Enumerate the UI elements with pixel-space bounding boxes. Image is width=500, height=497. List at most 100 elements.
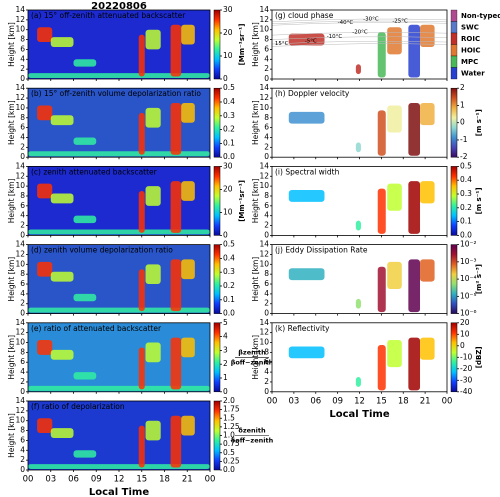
heatmap-region xyxy=(355,298,361,309)
legend-label: HOIC xyxy=(461,46,481,54)
colorbar-tick-label: 3 xyxy=(223,345,228,354)
colorbar-tick-label: 0.4 xyxy=(223,97,235,106)
heatmap-region xyxy=(145,264,161,285)
heatmap-region xyxy=(387,27,402,55)
y-tick-label: 12 xyxy=(259,328,269,337)
y-tick-label: 0 xyxy=(264,74,269,83)
colorbar-tick-label: 1.25 xyxy=(223,422,240,431)
heatmap-region xyxy=(50,115,74,126)
y-tick-label: 14 xyxy=(15,318,25,327)
colorbar-tick-label: 1.75 xyxy=(223,405,240,414)
heatmap-region xyxy=(138,191,145,233)
colorbar-tick-label: 5 xyxy=(223,318,228,327)
heatmap-region xyxy=(50,428,74,438)
heatmap-region xyxy=(420,181,435,204)
panel xyxy=(272,166,447,236)
y-tick-label: 8 xyxy=(20,191,25,200)
contour-label: 15°C xyxy=(275,41,289,47)
y-axis-label: Height [km] xyxy=(251,178,260,223)
heatmap-region xyxy=(408,337,421,391)
colorbar-tick-label: 30 xyxy=(223,161,233,170)
y-tick-label: 12 xyxy=(15,406,25,415)
heatmap-region xyxy=(145,342,161,363)
legend-label: ROIC xyxy=(461,35,480,43)
y-tick-label: 12 xyxy=(259,15,269,24)
y-tick-label: 14 xyxy=(259,161,269,170)
colorbar-tick-label: 0.0 xyxy=(460,230,472,239)
panel-label: (a) 15° off-zenith attenuated backscatte… xyxy=(31,11,186,20)
colorbar-tick-label: 0.2 xyxy=(223,281,235,290)
colorbar-tick-label: 0.0 xyxy=(223,152,235,161)
colorbar-tick-label: 0.3 xyxy=(223,267,235,276)
y-tick-label: 14 xyxy=(259,5,269,14)
heatmap-region xyxy=(138,269,145,312)
contour-label: -20°C xyxy=(352,30,368,36)
y-tick-label: 2 xyxy=(20,455,25,464)
colorbar-label-denominator: δoff−zenith xyxy=(231,437,274,445)
contour-label: -10°C xyxy=(327,34,343,40)
colorbar-tick-label: 0.1 xyxy=(223,295,235,304)
y-tick-label: 6 xyxy=(264,357,269,366)
y-tick-label: 4 xyxy=(20,211,25,220)
heatmap-region xyxy=(170,24,182,77)
colorbar-tick-label: 0.2 xyxy=(460,203,472,212)
y-axis-label: Height [km] xyxy=(251,22,260,67)
colorbar-tick-label: -30 xyxy=(460,375,472,384)
y-tick-label: 12 xyxy=(259,249,269,258)
panel xyxy=(28,166,210,236)
panel xyxy=(28,244,210,314)
colorbar-label: [Mm⁻¹sr⁻¹] xyxy=(238,180,246,222)
heatmap-region xyxy=(170,259,182,312)
colorbar xyxy=(213,400,221,471)
y-tick-label: 4 xyxy=(264,367,269,376)
heatmap-region xyxy=(145,420,161,441)
colorbar-tick-label: 0.2 xyxy=(223,125,235,134)
heatmap-region xyxy=(408,181,421,234)
legend-label: Water xyxy=(461,69,485,77)
colorbar-label: [Mm⁻¹sr⁻¹] xyxy=(238,24,246,66)
x-tick-label: 09 xyxy=(91,475,102,485)
heatmap-region xyxy=(377,266,386,313)
heatmap-region xyxy=(28,307,210,313)
colorbar-tick-label: 10⁻³ xyxy=(460,257,477,266)
legend-label: SWC xyxy=(461,23,479,31)
y-tick-label: 2 xyxy=(20,221,25,230)
colorbar-tick-label: 0.1 xyxy=(460,217,472,226)
heatmap-region xyxy=(73,372,97,380)
panel-label: (e) ratio of attenuated backscatter xyxy=(31,324,162,333)
y-tick-label: 14 xyxy=(15,161,25,170)
colorbar-label: [m² s⁻³] xyxy=(475,264,483,294)
y-tick-label: 2 xyxy=(20,64,25,73)
heatmap-region xyxy=(145,186,161,206)
panel-label: (b) 15° off-zenith volume depolarization… xyxy=(31,89,201,98)
colorbar-tick-label: 0.4 xyxy=(460,175,472,184)
x-tick-label: 06 xyxy=(68,475,79,485)
y-tick-label: 0 xyxy=(264,230,269,239)
contour-label: -40°C xyxy=(338,20,354,26)
y-tick-label: 14 xyxy=(259,240,269,249)
y-tick-label: 0 xyxy=(20,387,25,396)
y-axis-label: Height [km] xyxy=(7,100,16,145)
x-tick-label: 12 xyxy=(114,475,125,485)
y-tick-label: 8 xyxy=(264,35,269,44)
y-axis-label: Height [km] xyxy=(7,178,16,223)
heatmap-region xyxy=(288,346,325,359)
y-tick-label: 12 xyxy=(15,171,25,180)
colorbar-tick-label: 10⁻⁴ xyxy=(460,274,477,283)
heatmap-region xyxy=(73,450,97,458)
y-tick-label: 12 xyxy=(259,93,269,102)
heatmap-region xyxy=(181,415,195,436)
colorbar-tick-label: 10 xyxy=(460,329,470,338)
heatmap-region xyxy=(387,261,402,289)
y-tick-label: 8 xyxy=(20,35,25,44)
y-tick-label: 2 xyxy=(264,221,269,230)
x-tick-label: 06 xyxy=(310,396,321,406)
y-tick-label: 10 xyxy=(15,103,25,112)
colorbar-tick-label: 0 xyxy=(223,387,228,396)
colorbar xyxy=(450,322,458,393)
y-tick-label: 2 xyxy=(20,299,25,308)
x-tick-label: 00 xyxy=(23,475,34,485)
heatmap-region xyxy=(181,24,195,45)
heatmap-region xyxy=(170,181,182,233)
